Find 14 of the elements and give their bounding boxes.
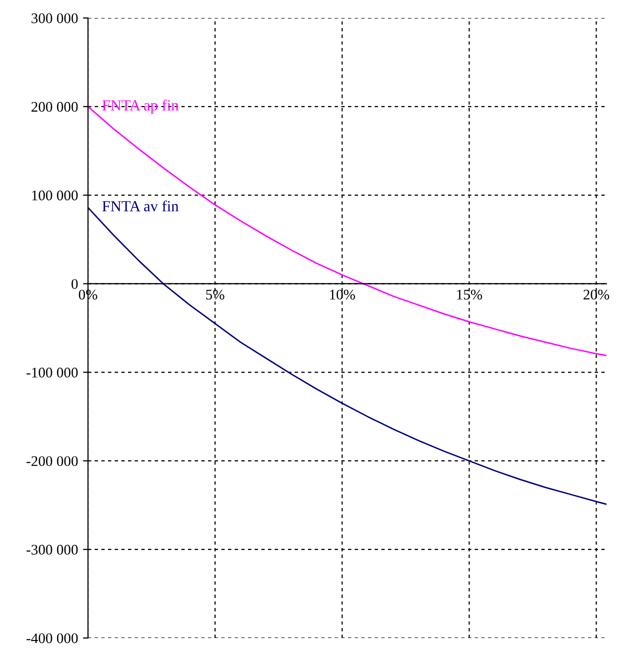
y-tick-label: 0 (72, 279, 78, 289)
y-tick-label: -100 000 (26, 368, 78, 378)
x-tick-label: 15% (457, 290, 482, 300)
series-label: FNTA ap fin (102, 100, 179, 114)
y-tick-label: 300 000 (32, 13, 78, 24)
y-tick-label: 200 000 (32, 102, 78, 112)
y-tick-label: -300 000 (26, 544, 78, 555)
series-label: FNTA av fin (102, 200, 179, 212)
y-tick-label: -400 000 (26, 633, 78, 644)
y-tick-label: -200 000 (26, 456, 78, 466)
x-tick-label: 20% (584, 290, 610, 300)
y-tick-label: 100 000 (32, 190, 78, 200)
x-tick-label: 10% (330, 290, 356, 300)
x-tick-label: 5% (206, 290, 224, 300)
